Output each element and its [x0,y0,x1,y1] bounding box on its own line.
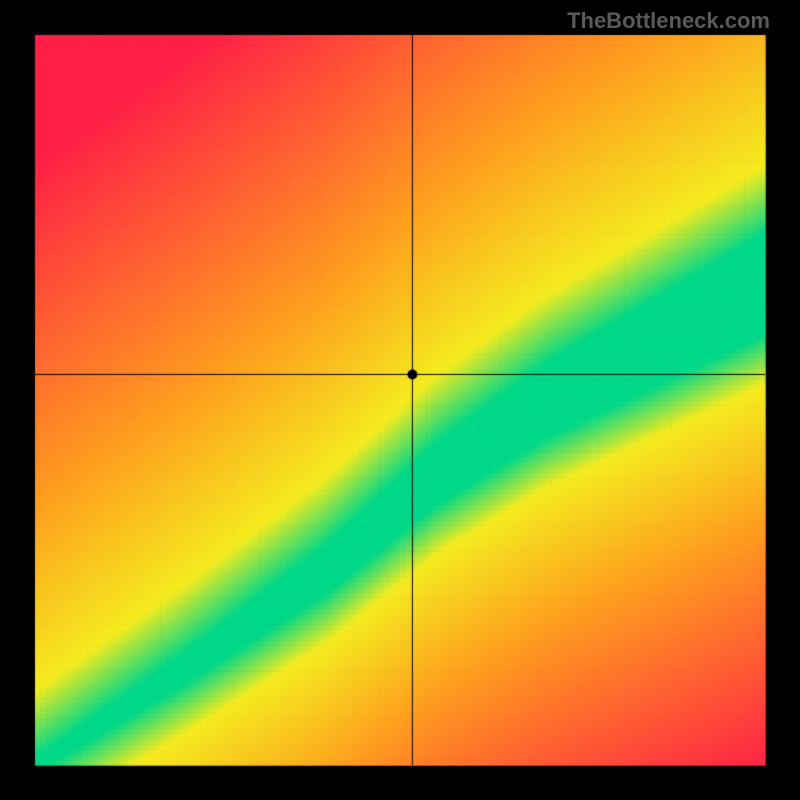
watermark-text: TheBottleneck.com [567,8,770,34]
bottleneck-heatmap [0,0,800,800]
